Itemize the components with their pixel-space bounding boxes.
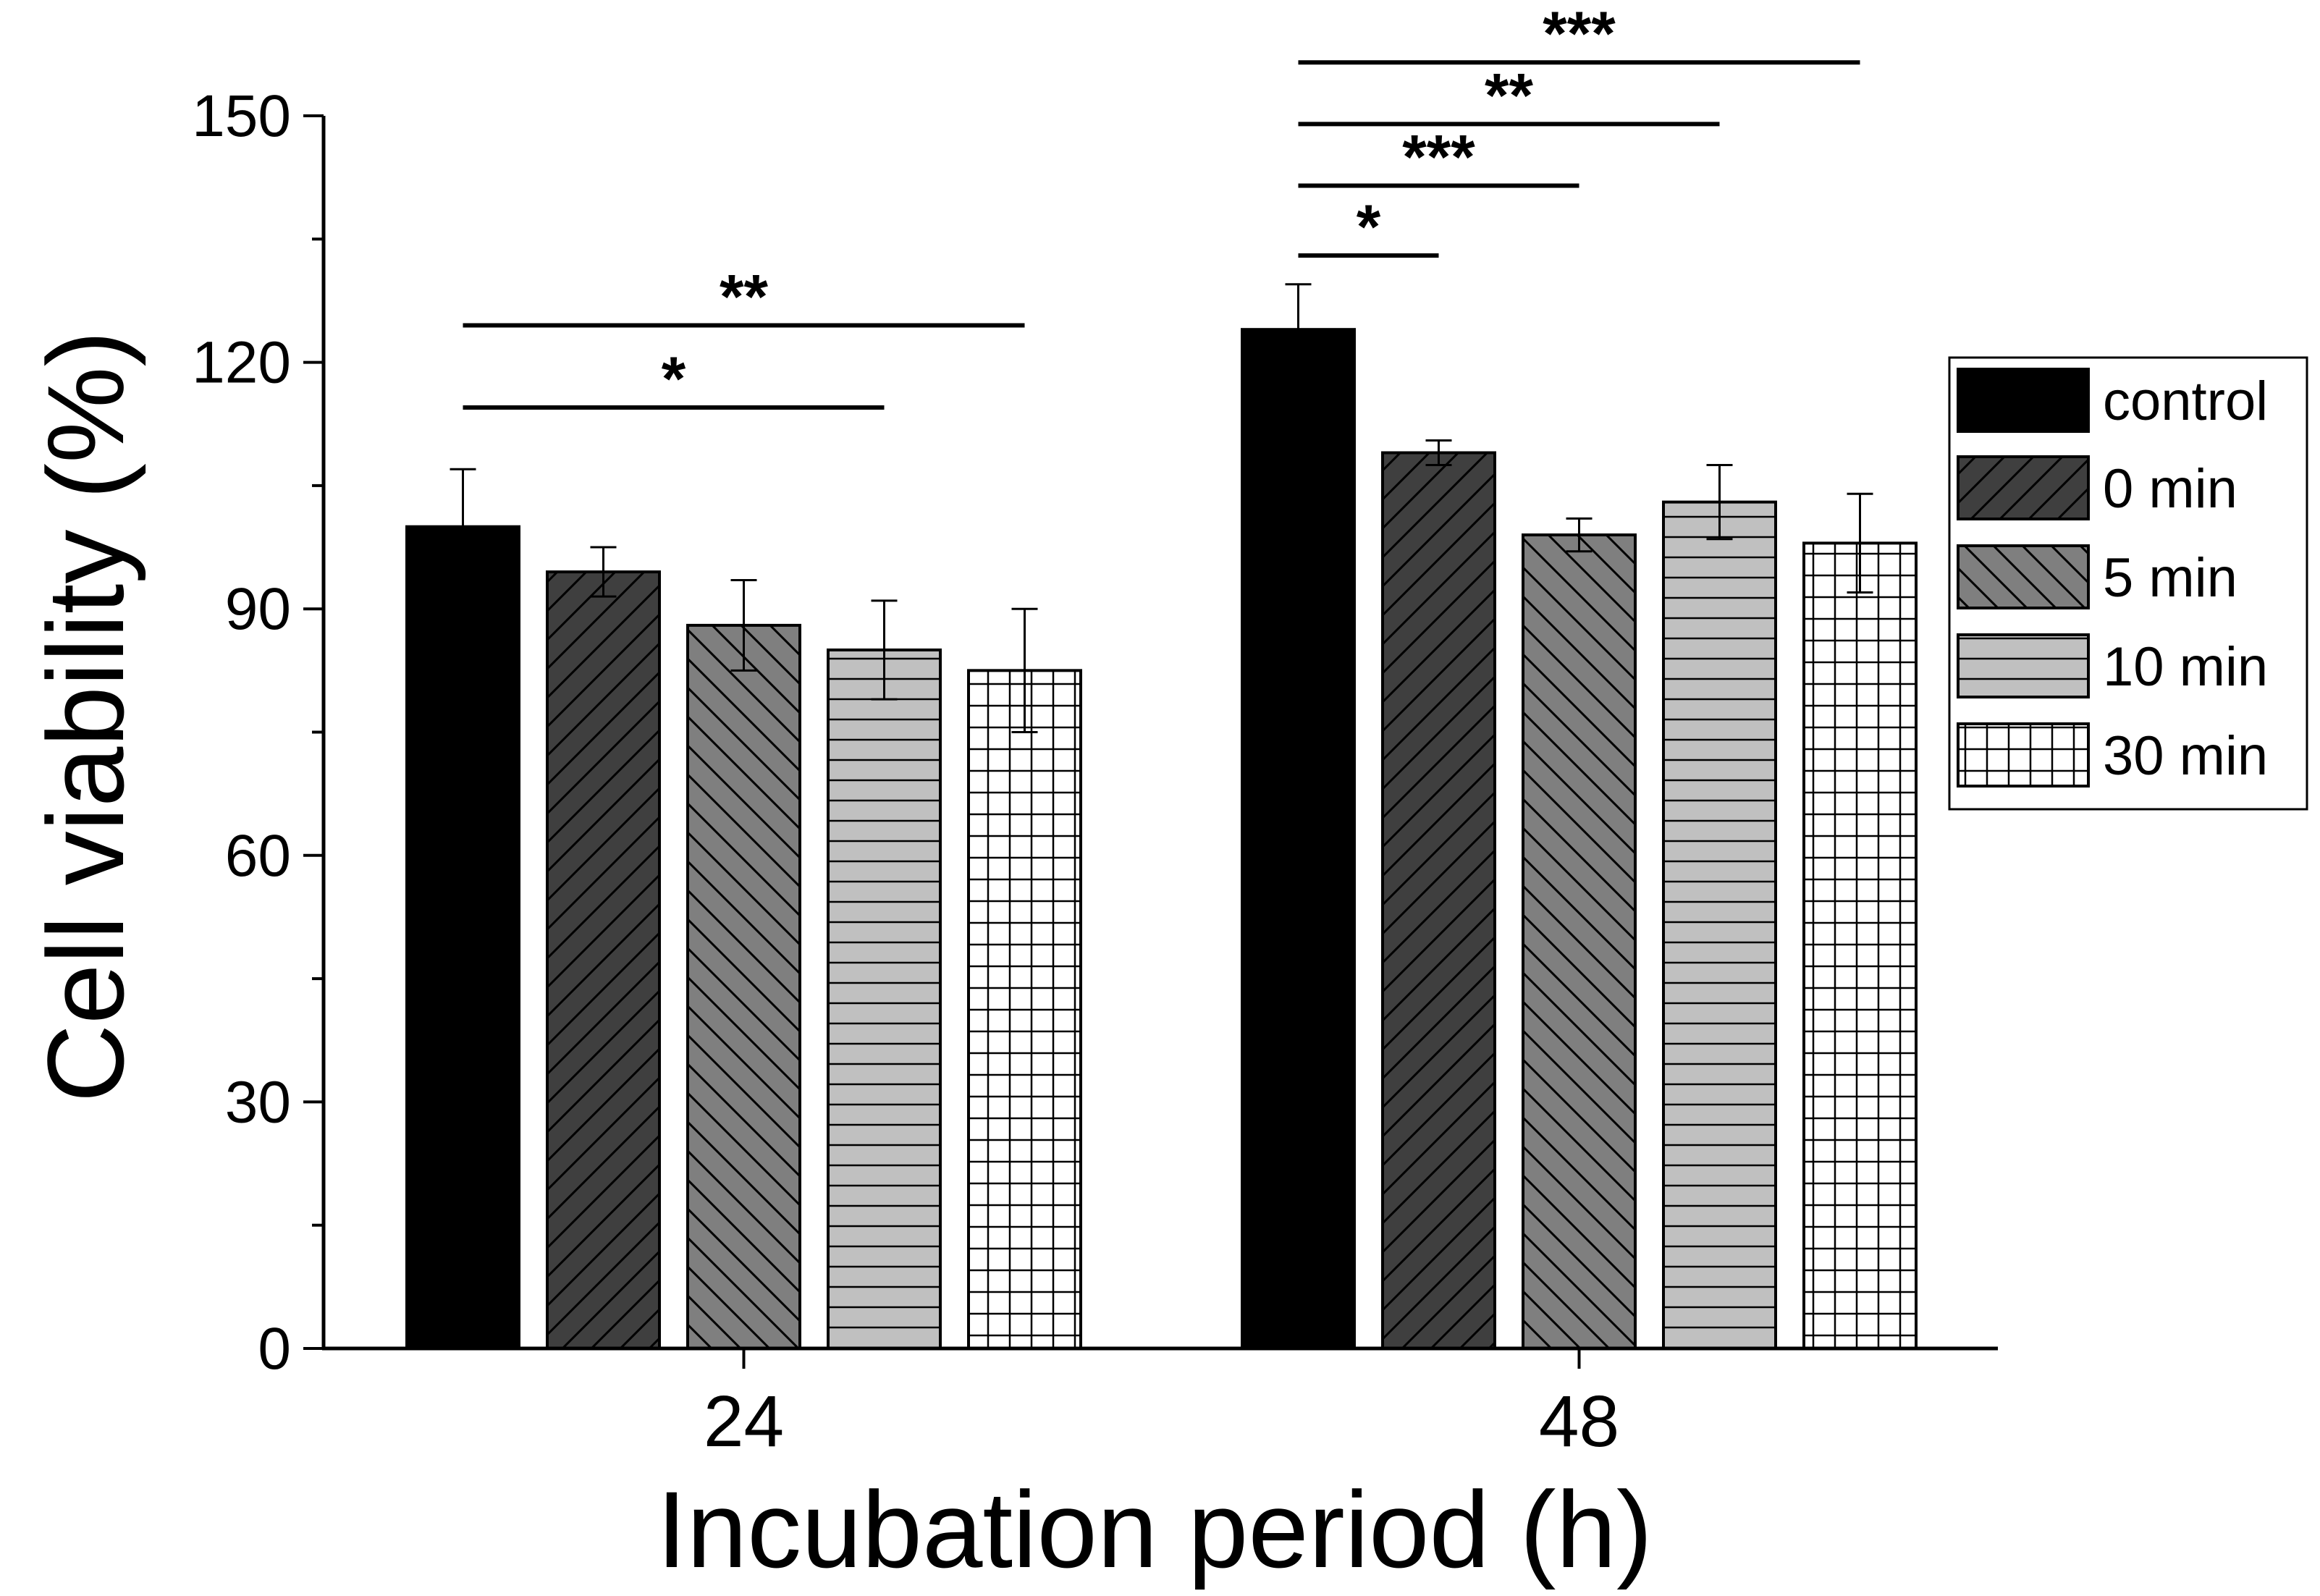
- error-bar-control-48h: [1285, 283, 1312, 376]
- legend-item-0-min: 0 min: [1957, 455, 2237, 520]
- legend-swatch-control: [1957, 368, 2090, 433]
- bar-10-min-48h: [1662, 500, 1777, 1350]
- bar-30-min-24h: [967, 669, 1082, 1350]
- y-tick-label-120: 120: [192, 330, 291, 396]
- legend-item-10-min: 10 min: [1957, 633, 2268, 698]
- x-tick-label-48: 48: [1539, 1381, 1619, 1462]
- y-tick-label-90: 90: [225, 576, 291, 642]
- significance-label: **: [720, 263, 768, 332]
- y-axis-title: Cell viability (%): [25, 331, 146, 1103]
- bar-0-min-24h: [546, 570, 661, 1350]
- legend-label-control: control: [2103, 371, 2268, 432]
- legend-label-5-min: 5 min: [2103, 547, 2237, 609]
- significance-bracket-24h-1: *: [463, 345, 885, 414]
- legend: control 0 min 5 min 10 min 30 min: [1948, 356, 2308, 811]
- y-tick-label-0: 0: [258, 1316, 291, 1382]
- x-axis-title: Incubation period (h): [657, 1469, 1653, 1590]
- error-bar-10-min-24h: [871, 599, 898, 701]
- significance-bracket-48h-5: **: [1298, 61, 1720, 130]
- axes: [303, 114, 1998, 1369]
- significance-brackets: ************: [463, 0, 1860, 414]
- x-tick-label-24: 24: [704, 1381, 784, 1462]
- legend-item-control: control: [1957, 368, 2268, 433]
- error-bar-5-min-24h: [730, 578, 757, 672]
- significance-bracket-48h-4: ***: [1298, 123, 1579, 193]
- bar-30-min-48h: [1802, 541, 1918, 1351]
- significance-bracket-48h-3: *: [1298, 193, 1439, 262]
- bar-0-min-48h: [1381, 451, 1496, 1350]
- error-bar-30-min-48h: [1847, 492, 1873, 594]
- bar-control-24h: [405, 525, 520, 1351]
- legend-item-30-min: 30 min: [1957, 722, 2268, 788]
- legend-swatch-5-min: [1957, 544, 2090, 609]
- error-bar-control-24h: [450, 468, 476, 586]
- y-tick-label-30: 30: [225, 1069, 291, 1135]
- legend-item-5-min: 5 min: [1957, 544, 2237, 609]
- bars-layer: [405, 328, 1918, 1351]
- error-bar-5-min-48h: [1566, 517, 1593, 553]
- legend-label-30-min: 30 min: [2103, 725, 2268, 787]
- y-tick-label-60: 60: [225, 823, 291, 889]
- legend-label-0-min: 0 min: [2103, 458, 2237, 520]
- error-bars-layer: [450, 283, 1873, 733]
- significance-label: **: [1485, 61, 1533, 130]
- significance-bracket-24h-2: **: [463, 263, 1025, 332]
- bar-10-min-24h: [827, 648, 942, 1350]
- bar-5-min-48h: [1522, 533, 1637, 1350]
- bar-5-min-24h: [686, 623, 801, 1350]
- significance-label: ***: [1543, 0, 1616, 69]
- error-bar-0-min-48h: [1425, 439, 1452, 467]
- significance-label: *: [662, 345, 686, 414]
- significance-bracket-48h-6: ***: [1298, 0, 1860, 69]
- tick-labels: 0 30 60 90 120 150 24 48: [192, 83, 1619, 1462]
- legend-label-10-min: 10 min: [2103, 636, 2268, 698]
- error-bar-10-min-48h: [1706, 464, 1733, 541]
- error-bar-30-min-24h: [1011, 607, 1038, 733]
- significance-label: *: [1357, 193, 1381, 262]
- bar-control-48h: [1241, 328, 1356, 1351]
- y-tick-label-150: 150: [192, 83, 291, 149]
- legend-swatch-0-min: [1957, 455, 2090, 520]
- error-bar-0-min-24h: [590, 546, 617, 598]
- legend-swatch-30-min: [1957, 722, 2090, 788]
- legend-swatch-10-min: [1957, 633, 2090, 698]
- significance-label: ***: [1402, 123, 1475, 193]
